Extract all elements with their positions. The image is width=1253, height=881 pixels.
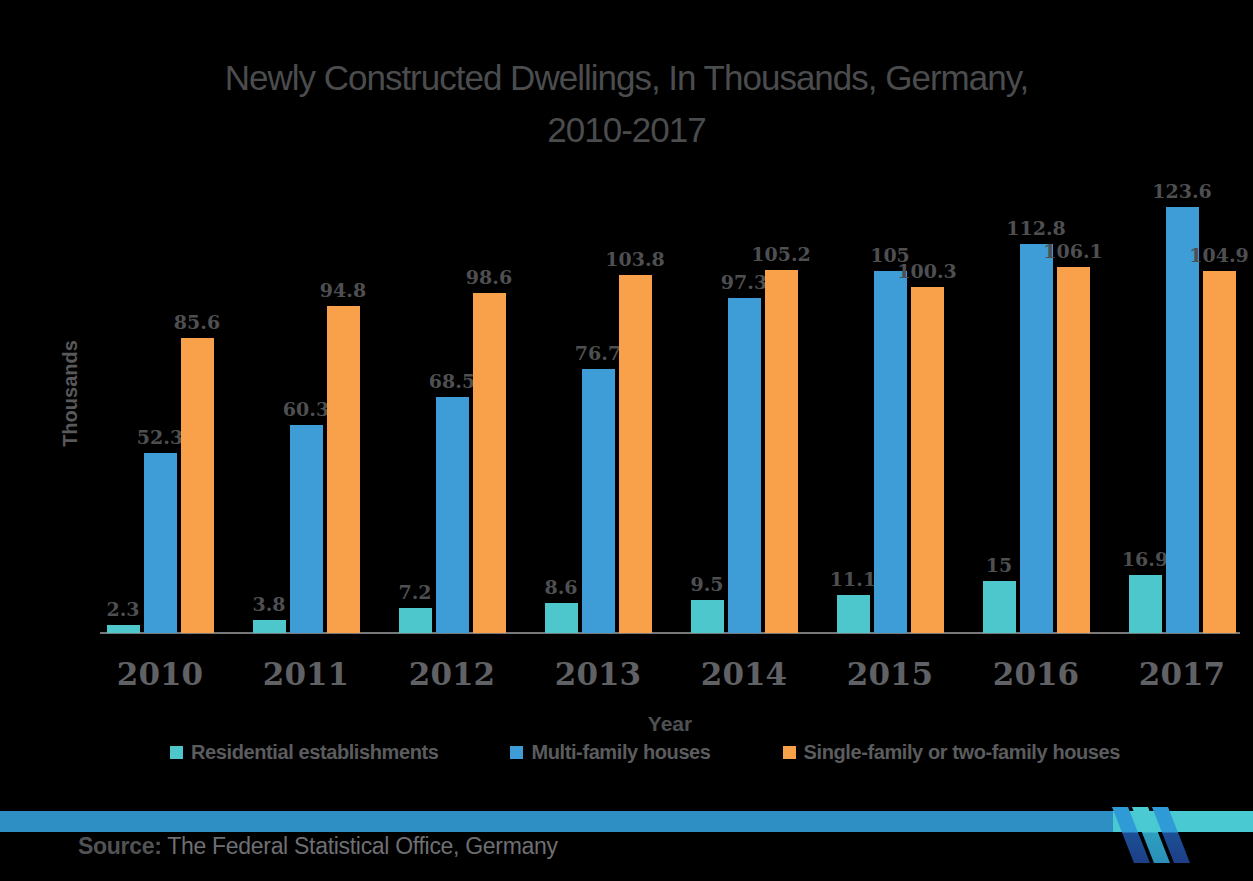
bar-value-label: 104.9 xyxy=(1184,244,1253,266)
bar-value-label: 103.8 xyxy=(600,248,670,270)
bar xyxy=(983,581,1016,633)
bar xyxy=(473,293,506,633)
x-tick-label: 2014 xyxy=(671,656,817,692)
x-tick-label: 2011 xyxy=(233,656,379,692)
bar-value-label: 100.3 xyxy=(892,260,962,282)
bar xyxy=(582,369,615,633)
bar xyxy=(1203,271,1236,633)
source-line: Source: The Federal Statistical Office, … xyxy=(78,833,558,860)
bar xyxy=(290,425,323,633)
legend-label: Single-family or two-family houses xyxy=(804,741,1120,764)
bar xyxy=(619,275,652,633)
bar xyxy=(1020,244,1053,633)
bar xyxy=(691,600,724,633)
chart-canvas: Newly Constructed Dwellings, In Thousand… xyxy=(0,0,1253,881)
bar-value-label: 106.1 xyxy=(1038,240,1108,262)
bar xyxy=(911,287,944,633)
legend: Residential establishments Multi-family h… xyxy=(170,741,1120,764)
bar xyxy=(144,453,177,633)
bar-value-label: 123.6 xyxy=(1147,180,1217,202)
legend-swatch xyxy=(510,746,523,759)
bar xyxy=(837,595,870,633)
bar xyxy=(1129,575,1162,633)
x-tick-label: 2015 xyxy=(817,656,963,692)
footer-stripe-blue xyxy=(0,811,1113,832)
bar xyxy=(765,270,798,633)
x-tick-label: 2012 xyxy=(379,656,525,692)
source-text: The Federal Statistical Office, Germany xyxy=(162,833,558,859)
bar xyxy=(1057,267,1090,633)
bar xyxy=(399,608,432,633)
bar xyxy=(728,298,761,633)
mordor-intelligence-logo xyxy=(1110,805,1198,865)
bar xyxy=(107,625,140,633)
bar xyxy=(181,338,214,633)
legend-item: Multi-family houses xyxy=(510,741,710,764)
legend-item: Single-family or two-family houses xyxy=(783,741,1120,764)
x-axis-title: Year xyxy=(570,712,770,736)
x-tick-label: 2017 xyxy=(1109,656,1253,692)
x-tick-label: 2016 xyxy=(963,656,1109,692)
bar-value-label: 112.8 xyxy=(1001,217,1071,239)
bar-value-label: 98.6 xyxy=(454,266,524,288)
bar-value-label: 94.8 xyxy=(308,279,378,301)
bar-value-label: 105.2 xyxy=(746,243,816,265)
bar xyxy=(327,306,360,633)
legend-label: Residential establishments xyxy=(191,741,438,764)
legend-label: Multi-family houses xyxy=(531,741,710,764)
bar xyxy=(253,620,286,633)
bar xyxy=(1166,207,1199,633)
x-tick-label: 2010 xyxy=(87,656,233,692)
x-tick-label: 2013 xyxy=(525,656,671,692)
bar xyxy=(874,271,907,633)
bar-value-label: 85.6 xyxy=(162,311,232,333)
legend-swatch xyxy=(783,746,796,759)
legend-swatch xyxy=(170,746,183,759)
source-label: Source: xyxy=(78,833,162,859)
bar xyxy=(545,603,578,633)
bar xyxy=(436,397,469,633)
legend-item: Residential establishments xyxy=(170,741,438,764)
